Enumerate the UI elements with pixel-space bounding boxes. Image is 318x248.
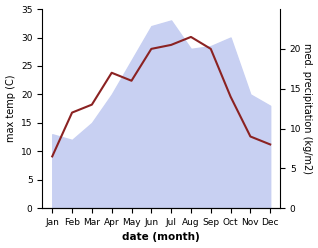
X-axis label: date (month): date (month) bbox=[122, 232, 200, 243]
Y-axis label: max temp (C): max temp (C) bbox=[5, 75, 16, 142]
Y-axis label: med. precipitation (kg/m2): med. precipitation (kg/m2) bbox=[302, 43, 313, 174]
